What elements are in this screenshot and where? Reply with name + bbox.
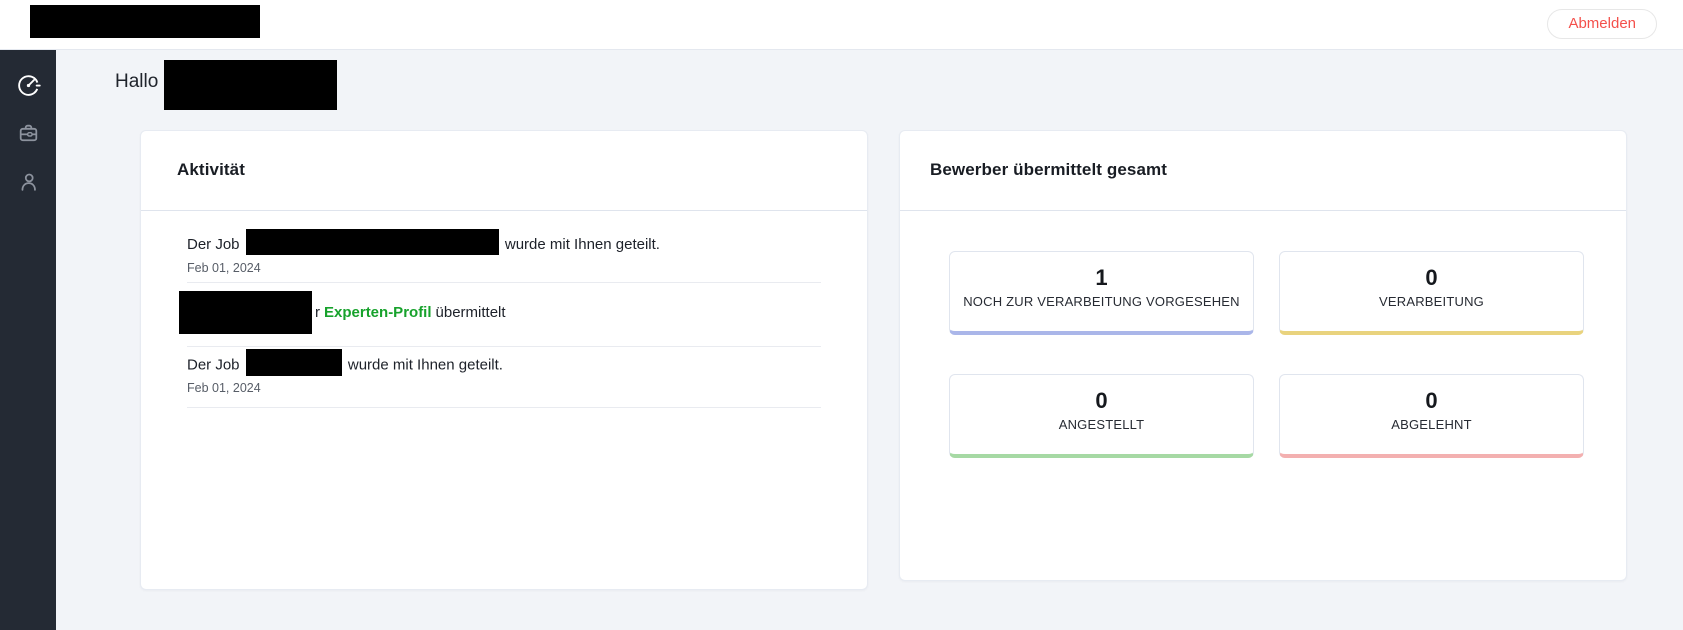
applicants-stats-card: Bewerber übermittelt gesamt 1 NOCH ZUR V… (899, 130, 1627, 581)
redacted-username (164, 60, 337, 110)
activity-card-title: Aktivität (177, 160, 245, 179)
activity-item-3: Der Job wurde mit Ihnen geteilt. (187, 349, 503, 376)
stat-label: VERARBEITUNG (1379, 294, 1484, 309)
user-icon (16, 169, 41, 199)
logout-button[interactable]: Abmelden (1547, 9, 1657, 39)
activity-item-3-prefix: Der Job (187, 356, 240, 374)
sidebar-item-dashboard[interactable] (0, 64, 56, 112)
stat-value: 1 (1095, 265, 1108, 290)
sidebar-item-profile[interactable] (0, 160, 56, 208)
sidebar-item-jobs[interactable] (0, 112, 56, 160)
top-header: Abmelden (0, 0, 1683, 50)
expert-profile-link[interactable]: Experten-Profil (324, 304, 432, 321)
activity-item-2-suffix: übermittelt (435, 304, 506, 321)
activity-item-1-date: Feb 01, 2024 (187, 261, 261, 275)
divider (187, 346, 821, 347)
activity-card-header: Aktivität (141, 131, 867, 211)
divider (187, 282, 821, 283)
activity-item-2-fragment: r (315, 304, 320, 321)
activity-item-1: Der Job wurde mit Ihnen geteilt. (187, 229, 660, 255)
stat-value: 0 (1425, 388, 1438, 413)
stat-tile-pending: 1 NOCH ZUR VERARBEITUNG VORGESEHEN (949, 251, 1254, 335)
stat-label: ABGELEHNT (1391, 417, 1472, 432)
stat-tile-hired: 0 ANGESTELLT (949, 374, 1254, 458)
stat-value: 0 (1095, 388, 1108, 413)
activity-item-1-suffix: wurde mit Ihnen geteilt. (504, 235, 660, 253)
stat-label: ANGESTELLT (1058, 417, 1145, 432)
stat-label: NOCH ZUR VERARBEITUNG VORGESEHEN (963, 294, 1240, 309)
activity-item-1-prefix: Der Job (187, 235, 240, 253)
activity-item-2: r Experten-Profil übermittelt (179, 291, 506, 334)
sidebar-nav (0, 50, 56, 630)
divider (187, 407, 821, 408)
stat-tile-rejected: 0 ABGELEHNT (1279, 374, 1584, 458)
stat-value: 0 (1425, 265, 1438, 290)
redacted-logo (30, 5, 260, 38)
redacted-job-title-2 (245, 349, 342, 376)
stat-tile-processing: 0 VERARBEITUNG (1279, 251, 1584, 335)
redacted-job-title-1 (245, 229, 499, 255)
activity-item-3-suffix: wurde mit Ihnen geteilt. (347, 356, 503, 374)
activity-card: Aktivität Der Job wurde mit Ihnen geteil… (140, 130, 868, 590)
dashboard-gauge-icon (16, 73, 41, 103)
stats-card-header: Bewerber übermittelt gesamt (900, 131, 1626, 211)
stats-card-title: Bewerber übermittelt gesamt (930, 160, 1167, 179)
briefcase-icon (16, 121, 41, 151)
activity-item-3-date: Feb 01, 2024 (187, 381, 261, 395)
redacted-candidate-name (179, 291, 312, 334)
greeting-text: Hallo (115, 71, 159, 92)
